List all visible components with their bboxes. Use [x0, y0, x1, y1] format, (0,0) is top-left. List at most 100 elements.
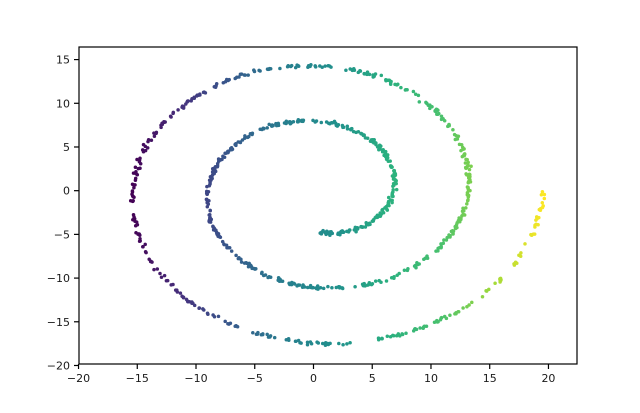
data-point: [251, 330, 255, 335]
data-point: [385, 156, 389, 160]
y-tick-label: 15: [56, 54, 70, 67]
data-point: [239, 257, 243, 261]
x-tick-label: −20: [67, 372, 90, 385]
data-point: [286, 337, 291, 341]
data-point: [513, 260, 518, 264]
data-point: [145, 146, 150, 150]
data-point: [348, 340, 352, 345]
x-tick-label: −5: [247, 372, 263, 385]
data-point: [228, 321, 233, 326]
data-point: [371, 217, 376, 222]
data-point: [289, 63, 294, 68]
data-point: [417, 262, 421, 266]
data-point: [448, 235, 452, 239]
data-point: [168, 114, 173, 119]
data-point: [149, 138, 154, 143]
data-point: [141, 149, 146, 154]
data-point: [359, 131, 363, 136]
data-point: [295, 63, 299, 67]
data-point: [517, 253, 521, 258]
data-point: [218, 235, 223, 240]
y-tick-label: −10: [47, 272, 70, 285]
data-point: [341, 125, 346, 130]
data-point: [456, 134, 461, 138]
data-point: [321, 286, 326, 291]
data-point: [171, 282, 175, 287]
data-point: [379, 336, 384, 341]
data-point: [134, 171, 138, 176]
data-point: [224, 77, 229, 82]
data-point: [414, 327, 419, 332]
data-point: [453, 224, 457, 229]
data-point: [363, 225, 368, 229]
data-point: [171, 111, 175, 116]
data-point: [272, 335, 277, 340]
data-point: [268, 67, 273, 71]
data-point: [470, 300, 474, 305]
data-point: [278, 66, 282, 71]
data-point: [394, 181, 398, 186]
data-point: [463, 165, 468, 170]
data-point: [305, 340, 310, 344]
data-point: [324, 232, 328, 237]
data-point: [369, 138, 374, 142]
data-point: [367, 280, 372, 285]
data-point: [386, 159, 391, 163]
data-point: [457, 142, 462, 147]
data-point: [351, 129, 356, 134]
data-point: [230, 147, 235, 152]
data-point: [296, 338, 301, 343]
data-point: [439, 242, 443, 246]
data-point: [386, 195, 391, 200]
data-point: [324, 120, 329, 124]
data-point: [192, 95, 196, 100]
data-point: [316, 341, 321, 345]
data-point: [439, 114, 444, 118]
data-point: [341, 230, 345, 234]
data-point: [282, 121, 287, 125]
data-point: [260, 127, 264, 132]
data-point: [229, 249, 234, 253]
data-point: [146, 138, 151, 142]
data-point: [319, 120, 324, 125]
data-point: [218, 158, 222, 162]
data-point: [162, 273, 167, 278]
data-point: [152, 134, 157, 138]
data-point: [320, 65, 324, 69]
data-point: [442, 238, 446, 242]
data-point: [389, 79, 393, 84]
data-point: [138, 162, 143, 166]
data-point: [132, 215, 136, 219]
data-point: [392, 172, 396, 176]
y-axis-ticks: −20 −15 −10 −5 0 5 10 15: [47, 54, 79, 372]
data-point: [237, 75, 241, 79]
data-point: [132, 195, 136, 200]
data-point: [185, 299, 190, 303]
data-point: [239, 260, 244, 264]
data-point: [265, 332, 269, 337]
data-point: [207, 218, 212, 222]
data-point: [329, 65, 333, 69]
data-point: [320, 341, 325, 346]
data-point: [191, 301, 195, 306]
data-point: [395, 83, 399, 87]
data-point: [220, 239, 225, 244]
data-point: [201, 90, 206, 95]
data-point: [442, 119, 447, 123]
data-point: [131, 198, 135, 203]
data-point: [389, 275, 394, 280]
data-point: [347, 228, 352, 232]
data-point: [221, 81, 226, 85]
data-point: [138, 156, 142, 160]
data-point: [178, 291, 183, 295]
data-point: [175, 288, 179, 292]
data-point: [400, 332, 404, 336]
data-point: [464, 206, 468, 210]
data-point: [185, 99, 190, 103]
data-point: [291, 281, 296, 285]
data-point: [373, 279, 378, 283]
data-point: [382, 150, 386, 154]
data-point: [207, 183, 212, 188]
data-point: [202, 308, 206, 312]
